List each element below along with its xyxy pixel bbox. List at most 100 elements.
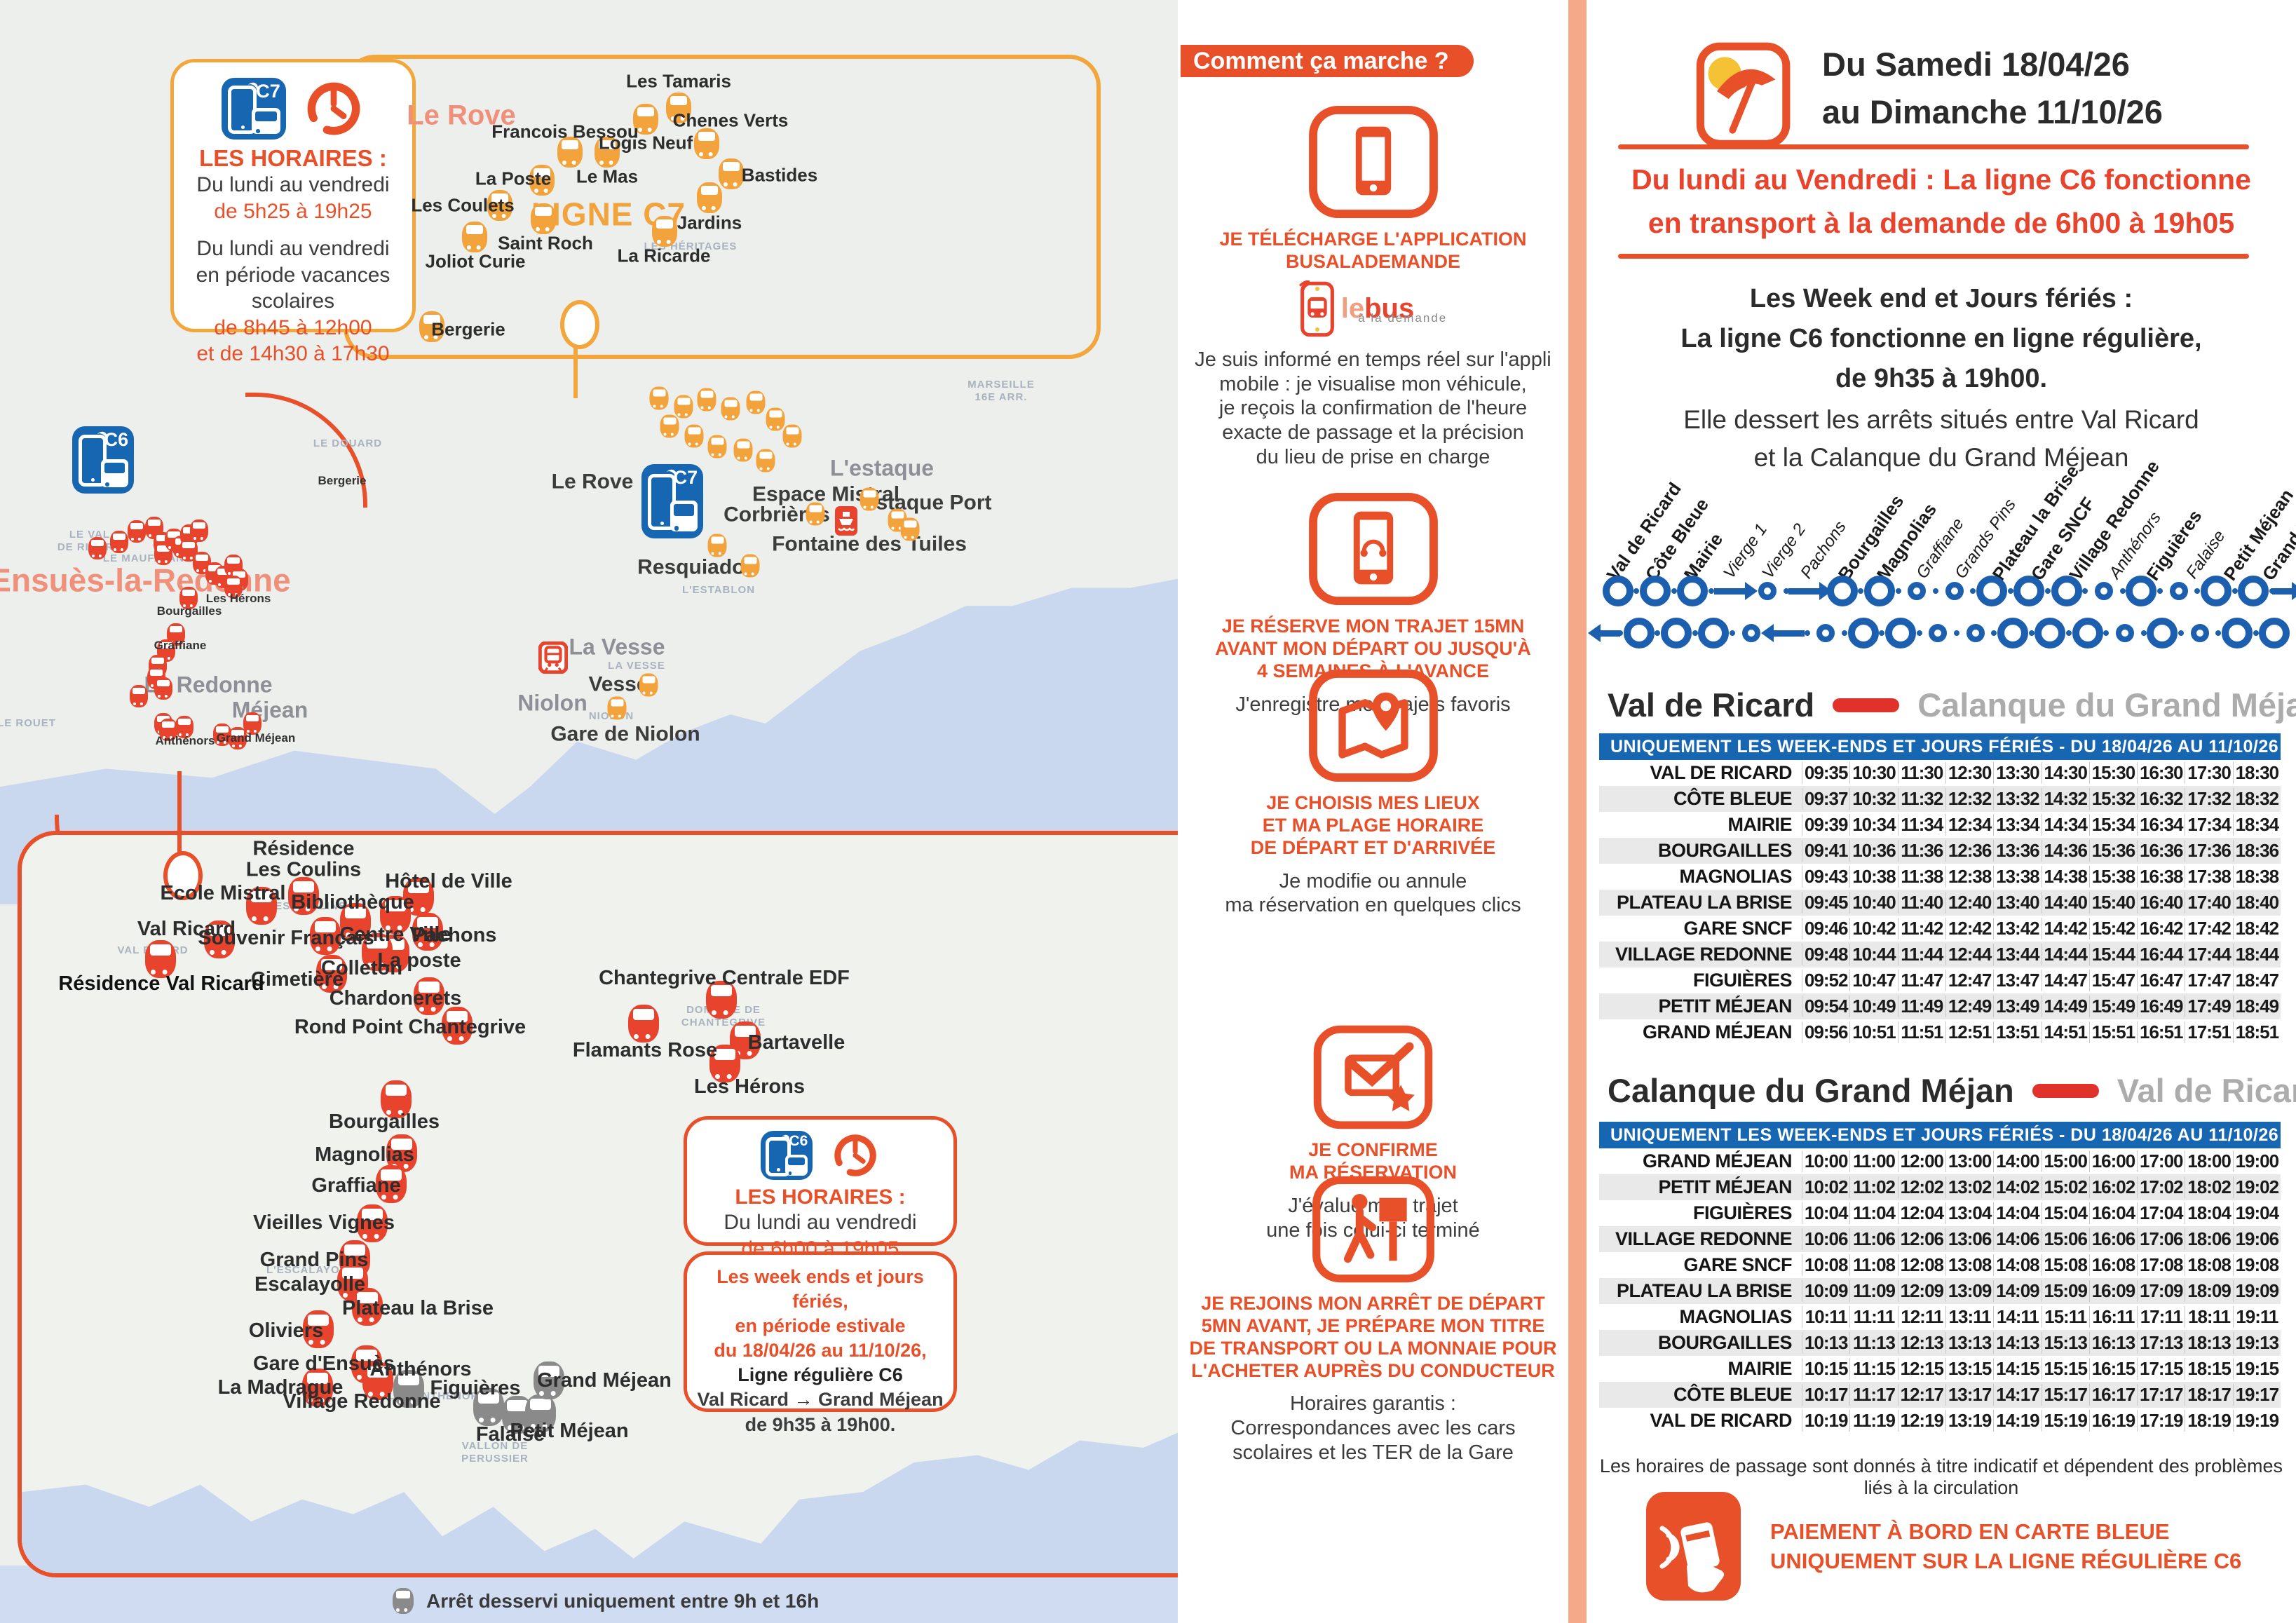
timetable-time: 12:47	[1945, 970, 1993, 991]
timetable-stop-name: MAIRIE	[1727, 1358, 1793, 1379]
bus-stop-c6	[337, 1263, 368, 1301]
text-line: et de 14h30 à 17h30	[196, 342, 390, 365]
timetable-time: 15:00	[2041, 1150, 2089, 1172]
text-line: Les week ends et jours fériés,	[716, 1266, 924, 1312]
timetable-time: 15:15	[2041, 1358, 2089, 1380]
bus-stop-restricted	[473, 1388, 504, 1426]
bus-stop-c7	[806, 502, 825, 526]
step5-title: JE REJOINS MON ARRÊT DE DÉPART 5MN AVANT,…	[1178, 1293, 1568, 1382]
timetable-time: 11:08	[1849, 1254, 1897, 1276]
timetable-row: FIGUIÈRES 09:52 10:47 11:47 12:47 13:47 14:47 1…	[1599, 967, 2281, 993]
bus-stop-c6	[179, 587, 198, 609]
step-download-app: JE TÉLÉCHARGE L'APPLICATION BUSALADEMANDE…	[1178, 104, 1568, 470]
stop-label: Anthénors	[369, 1357, 472, 1380]
bus-stop-c6	[88, 537, 107, 559]
text-line: ma réservation en quelques clics	[1225, 894, 1521, 917]
timetable-time: 18:15	[2185, 1358, 2232, 1380]
timetable-time: 10:11	[1802, 1306, 1849, 1328]
timetable-time: 10:19	[1802, 1410, 1849, 1432]
direction-arrow	[2271, 581, 2296, 600]
envelope-check-icon	[1313, 1025, 1433, 1129]
timetable-time: 17:09	[2137, 1280, 2185, 1302]
timetable-time: 17:36	[2185, 840, 2232, 862]
timetable-time: 17:13	[2137, 1332, 2185, 1354]
town-label: L'estaque	[829, 455, 935, 481]
text-line: UNIQUEMENT SUR LA LIGNE RÉGULIÈRE C6	[1770, 1548, 2242, 1573]
stop-label: La poste	[377, 949, 461, 972]
timetable-time: 13:44	[1993, 944, 2041, 965]
timetable-time: 12:51	[1945, 1021, 1993, 1043]
bus-stop-c6	[229, 727, 247, 749]
timetable-row: PETIT MÉJEAN 09:54 10:49 11:49 12:49 13:49 14:…	[1599, 993, 2281, 1019]
town-label: Le Rove	[407, 100, 516, 131]
minor-stop-circle	[2115, 624, 2134, 642]
timetable-row: PLATEAU LA BRISE 09:45 10:40 11:40 12:40 13:4…	[1599, 890, 2281, 916]
timetable-time: 18:40	[2232, 892, 2281, 914]
step5-body: Horaires garantis : Correspondances avec …	[1178, 1392, 1568, 1465]
lebus-le: le	[1340, 293, 1365, 325]
timetable-time: 16:44	[2137, 944, 2185, 965]
clock-icon	[307, 82, 360, 135]
timetable-time: 16:04	[2088, 1202, 2137, 1224]
timetable-time: 18:51	[2232, 1021, 2281, 1043]
map-area-label: MARSEILLE 16E ARR.	[967, 379, 1035, 403]
timetable-time: 10:47	[1849, 970, 1897, 991]
timetable-time: 10:34	[1849, 814, 1897, 836]
stop-label: Les Coulets	[411, 194, 515, 216]
timetable-row: GARE SNCF 10:08 11:08 12:08 13:08 14:08 15:08 1…	[1599, 1252, 2281, 1278]
timetable-time: 13:42	[1993, 918, 2041, 939]
minor-stop-circle	[1758, 582, 1777, 600]
small-stop-label: Grand Méjean	[216, 731, 296, 745]
timetable-stop-name: GRAND MÉJEAN	[1643, 1021, 1793, 1043]
text-line: Val Ricard → Grand Méjean	[697, 1389, 944, 1411]
timetable-time: 16:06	[2088, 1228, 2137, 1250]
timetable-time: 11:04	[1849, 1202, 1897, 1224]
bus-stop-c6	[145, 940, 176, 978]
timetable-time: 17:51	[2185, 1021, 2232, 1043]
timetable-stop-name: VAL DE RICARD	[1650, 1410, 1793, 1431]
timetable-time: 17:08	[2137, 1254, 2185, 1276]
small-stop-label: Les Hérons	[205, 592, 271, 605]
timetable-time: 10:15	[1802, 1358, 1849, 1380]
timetable-time: 13:40	[1993, 892, 2041, 914]
timetable-time: 13:00	[1945, 1150, 1993, 1172]
major-stop-circle	[1698, 618, 1730, 648]
text-line: de 8h45 à 12h00	[214, 315, 372, 339]
minor-stop-circle	[1741, 624, 1760, 642]
map-area-label: LA VESSE	[608, 660, 665, 672]
payment-info: PAIEMENT À BORD EN CARTE BLEUE UNIQUEMENT…	[1646, 1492, 2241, 1601]
timetable-time: 09:39	[1802, 814, 1849, 836]
timetable-time: 13:02	[1945, 1176, 1993, 1198]
bus-stop-c7	[719, 158, 744, 189]
c6-app-label: C6	[789, 1132, 808, 1149]
timetable-time: 18:11	[2185, 1306, 2232, 1328]
stop-label: Grand Méjean	[537, 1369, 672, 1392]
major-stop-circle	[1826, 576, 1858, 606]
timetable-row: GRAND MÉJEAN 09:56 10:51 11:51 12:51 13:51 14:…	[1599, 1019, 2281, 1045]
validity-dates: Du Samedi 18/04/26 au Dimanche 11/10/26	[1822, 41, 2163, 136]
major-stop-circle	[1602, 576, 1633, 606]
stop-label: Plateau la Brise	[342, 1296, 494, 1319]
town-label: Niolon	[517, 690, 587, 716]
timetable-row: PETIT MÉJEAN 10:02 11:02 12:02 13:02 14:02 15:…	[1599, 1174, 2281, 1200]
text-line: ET MA PLAGE HORAIRE	[1262, 814, 1484, 836]
town-label: Resquiadou	[637, 555, 758, 579]
bus-stop-c7	[684, 424, 704, 448]
bus-stop-c7	[697, 388, 716, 412]
timetable-time: 14:32	[2041, 788, 2089, 810]
timetable-stop-name: MAGNOLIAS	[1679, 866, 1793, 887]
timetable-time: 14:34	[2041, 814, 2089, 836]
bus-stop-c6	[204, 921, 235, 958]
tad-notice: Du lundi au Vendredi : La ligne C6 fonct…	[1587, 158, 2296, 245]
major-stop-circle	[2072, 618, 2103, 648]
map-area-label: LE ROUET	[0, 717, 56, 729]
timetable-stop-name: GRAND MÉJEAN	[1643, 1150, 1793, 1172]
text-line: Du lundi au Vendredi : La ligne C6 fonct…	[1631, 163, 2251, 196]
timetable-time: 15:51	[2088, 1021, 2137, 1043]
major-stop-circle	[1660, 618, 1692, 648]
timetable-stop-name: MAIRIE	[1727, 814, 1793, 835]
timetable-stop-name: GARE SNCF	[1683, 1254, 1793, 1275]
bus-stop-restricted	[393, 1370, 424, 1408]
bus-stop-c6	[362, 933, 393, 971]
timetable-stop-name: VAL DE RICARD	[1650, 762, 1793, 783]
